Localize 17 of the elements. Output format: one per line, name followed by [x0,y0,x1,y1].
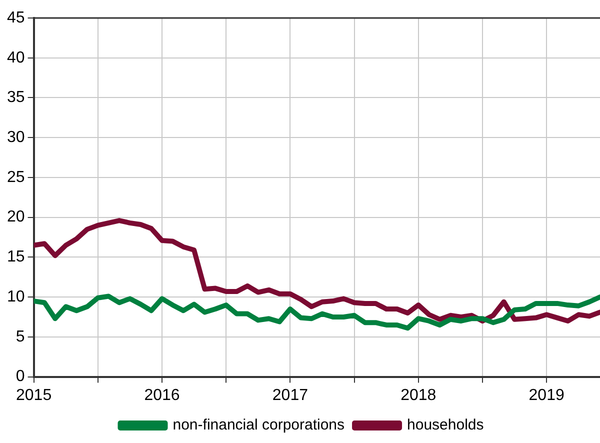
y-tick-label: 40 [7,49,25,66]
y-tick-label: 20 [7,208,25,226]
y-tick-label: 10 [7,288,25,306]
x-tick-label: 2015 [16,386,52,404]
y-tick-label: 15 [7,248,25,266]
y-tick-label: 45 [7,9,25,26]
x-tick-label: 2019 [528,386,564,404]
y-tick-label: 0 [16,368,25,386]
y-tick-label: 25 [7,168,25,186]
y-tick-label: 30 [7,129,25,146]
legend-label: non-financial corporations [172,416,345,434]
y-tick-label: 5 [16,328,25,346]
x-tick-label: 2018 [400,386,436,404]
x-tick-label: 2016 [144,386,180,404]
y-tick-label: 35 [7,89,25,106]
x-tick-label: 2017 [272,386,308,404]
legend-label: households [407,416,484,434]
